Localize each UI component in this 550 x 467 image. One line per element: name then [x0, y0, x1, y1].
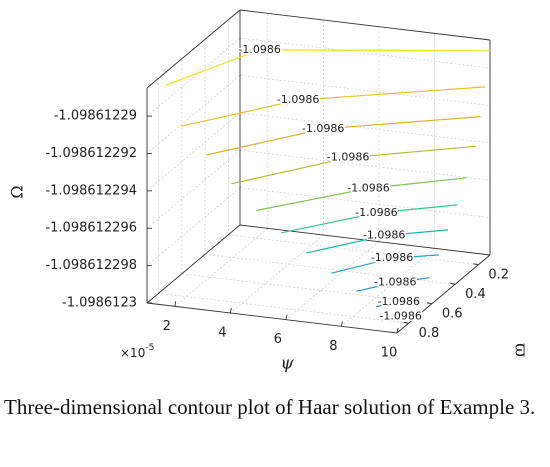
tick-mark — [396, 327, 399, 334]
z-tick-label: -1.098612294 — [45, 183, 137, 198]
y-tick-label: 0.2 — [488, 267, 509, 282]
x-tick-label: 2 — [163, 319, 171, 334]
tick-mark — [285, 314, 288, 320]
tick-mark — [450, 282, 456, 285]
x-multiplier: ×10-5 — [120, 343, 154, 360]
contour-line — [376, 297, 421, 308]
contour-line — [256, 177, 467, 212]
box-edge — [239, 9, 491, 41]
contour-line — [206, 116, 481, 156]
tick-mark — [403, 321, 409, 324]
contour-line — [356, 277, 430, 292]
z-tick-label: -1.09861229 — [54, 109, 137, 124]
contour-line — [181, 86, 486, 127]
contour-label: -1.0986 — [347, 181, 389, 194]
x-multiplier-exponent: -5 — [145, 343, 154, 353]
contour-label: -1.0986 — [378, 295, 420, 308]
z-tick-label: -1.098612298 — [45, 258, 137, 273]
x-axis-label: ψ — [280, 354, 294, 374]
contour-label: -1.0986 — [277, 93, 319, 106]
y-axis-label: ϖ — [511, 343, 531, 357]
grid-line — [146, 112, 241, 192]
z-axis-label: Ω — [8, 185, 27, 198]
contour-label: -1.0986 — [371, 251, 413, 264]
grid-line — [181, 273, 432, 305]
x-tick-label: 8 — [329, 339, 337, 354]
y-tick-label: 0.4 — [465, 287, 486, 302]
grid-line — [239, 149, 491, 181]
grid-line — [205, 253, 456, 285]
grid-line — [239, 112, 491, 144]
grid-line — [146, 75, 241, 154]
chart: Ω ψ ϖ ×10-5 -1.09861229 -1.098612292 -1.09… — [8, 9, 531, 374]
x-multiplier-base: ×10 — [120, 346, 145, 360]
tick-mark — [174, 301, 177, 307]
grid-line — [146, 149, 241, 229]
grid-line — [239, 187, 491, 219]
contour-label: -1.0986 — [363, 229, 405, 242]
grid-line — [158, 292, 409, 324]
contour-label: -1.0986 — [327, 151, 369, 164]
figure-caption: Three-dimensional contour plot of Haar s… — [4, 395, 536, 419]
grid-line — [146, 187, 241, 266]
box-edge — [146, 302, 398, 334]
grid-line — [146, 37, 241, 117]
contour-label: -1.0986 — [302, 122, 344, 135]
z-tick-label: -1.098612292 — [45, 146, 137, 161]
contour-label: -1.0986 — [238, 43, 280, 56]
y-tick-label: 0.6 — [442, 306, 463, 321]
z-tick-label: -1.098612296 — [45, 221, 137, 236]
box-edge — [146, 9, 241, 89]
box-edge — [396, 254, 491, 334]
z-tick-label: -1.0986123 — [62, 296, 137, 311]
contour-line — [389, 314, 411, 320]
y-tick-label: 0.8 — [419, 326, 440, 341]
grid-line — [285, 241, 380, 320]
box-edge — [146, 224, 241, 304]
grid-line — [239, 37, 491, 69]
tick-mark — [229, 307, 232, 314]
contour-line — [306, 229, 449, 254]
contour-line — [165, 49, 491, 86]
tick-mark — [473, 263, 479, 266]
contour-label: -1.0986 — [355, 206, 397, 219]
contour-label: -1.0986 — [379, 309, 421, 322]
grid-line — [228, 234, 479, 266]
tick-mark — [426, 302, 432, 305]
grid-line — [174, 228, 269, 307]
contour-line — [331, 254, 439, 274]
x-tick-label: 4 — [218, 326, 226, 341]
x-tick-label: 10 — [381, 346, 398, 361]
contour-line — [231, 145, 477, 185]
grid-line — [341, 248, 435, 327]
contour-line — [281, 204, 458, 234]
grid-line — [239, 75, 491, 106]
x-tick-label: 6 — [274, 332, 282, 347]
grid-line — [230, 234, 324, 314]
contour-label: -1.0986 — [374, 275, 416, 288]
tick-mark — [341, 321, 343, 327]
